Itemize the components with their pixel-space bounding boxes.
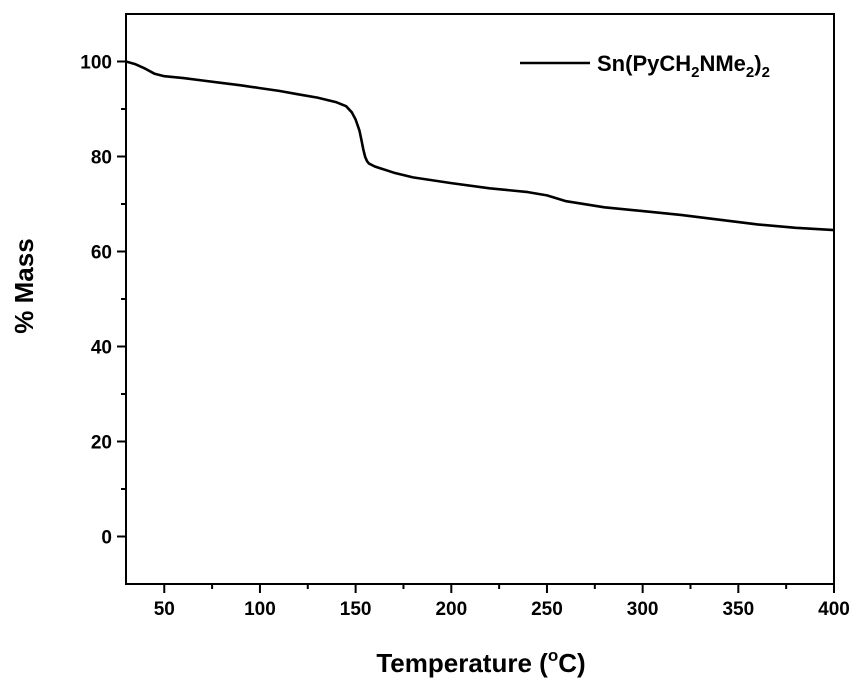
y-axis-title: % Mass bbox=[9, 238, 39, 333]
legend-label: Sn(PyCH2NMe2)2 bbox=[597, 51, 770, 81]
x-tick-label: 400 bbox=[818, 599, 850, 620]
y-tick-label: 40 bbox=[91, 338, 112, 359]
x-tick-label: 100 bbox=[244, 599, 276, 620]
y-axis-ticks: 0 20 40 60 80 100 bbox=[80, 53, 126, 549]
x-tick-label: 50 bbox=[154, 599, 175, 620]
legend: Sn(PyCH2NMe2)2 bbox=[520, 51, 770, 81]
y-tick-label: 100 bbox=[80, 53, 112, 74]
x-axis-title: Temperature (oC) bbox=[376, 646, 585, 678]
y-tick-label: 20 bbox=[91, 433, 112, 454]
x-tick-label: 250 bbox=[531, 599, 563, 620]
x-tick-label: 150 bbox=[340, 599, 372, 620]
x-tick-label: 350 bbox=[722, 599, 754, 620]
x-axis-ticks: 50 100 150 200 250 300 350 400 bbox=[154, 584, 850, 620]
plot-frame bbox=[125, 13, 835, 585]
series-line-sn-pych2nme2-2 bbox=[125, 60, 835, 232]
y-tick-label: 0 bbox=[101, 528, 112, 549]
y-tick-label: 60 bbox=[91, 243, 112, 264]
y-tick-label: 80 bbox=[91, 148, 112, 169]
x-tick-label: 200 bbox=[435, 599, 467, 620]
x-tick-label: 300 bbox=[627, 599, 659, 620]
